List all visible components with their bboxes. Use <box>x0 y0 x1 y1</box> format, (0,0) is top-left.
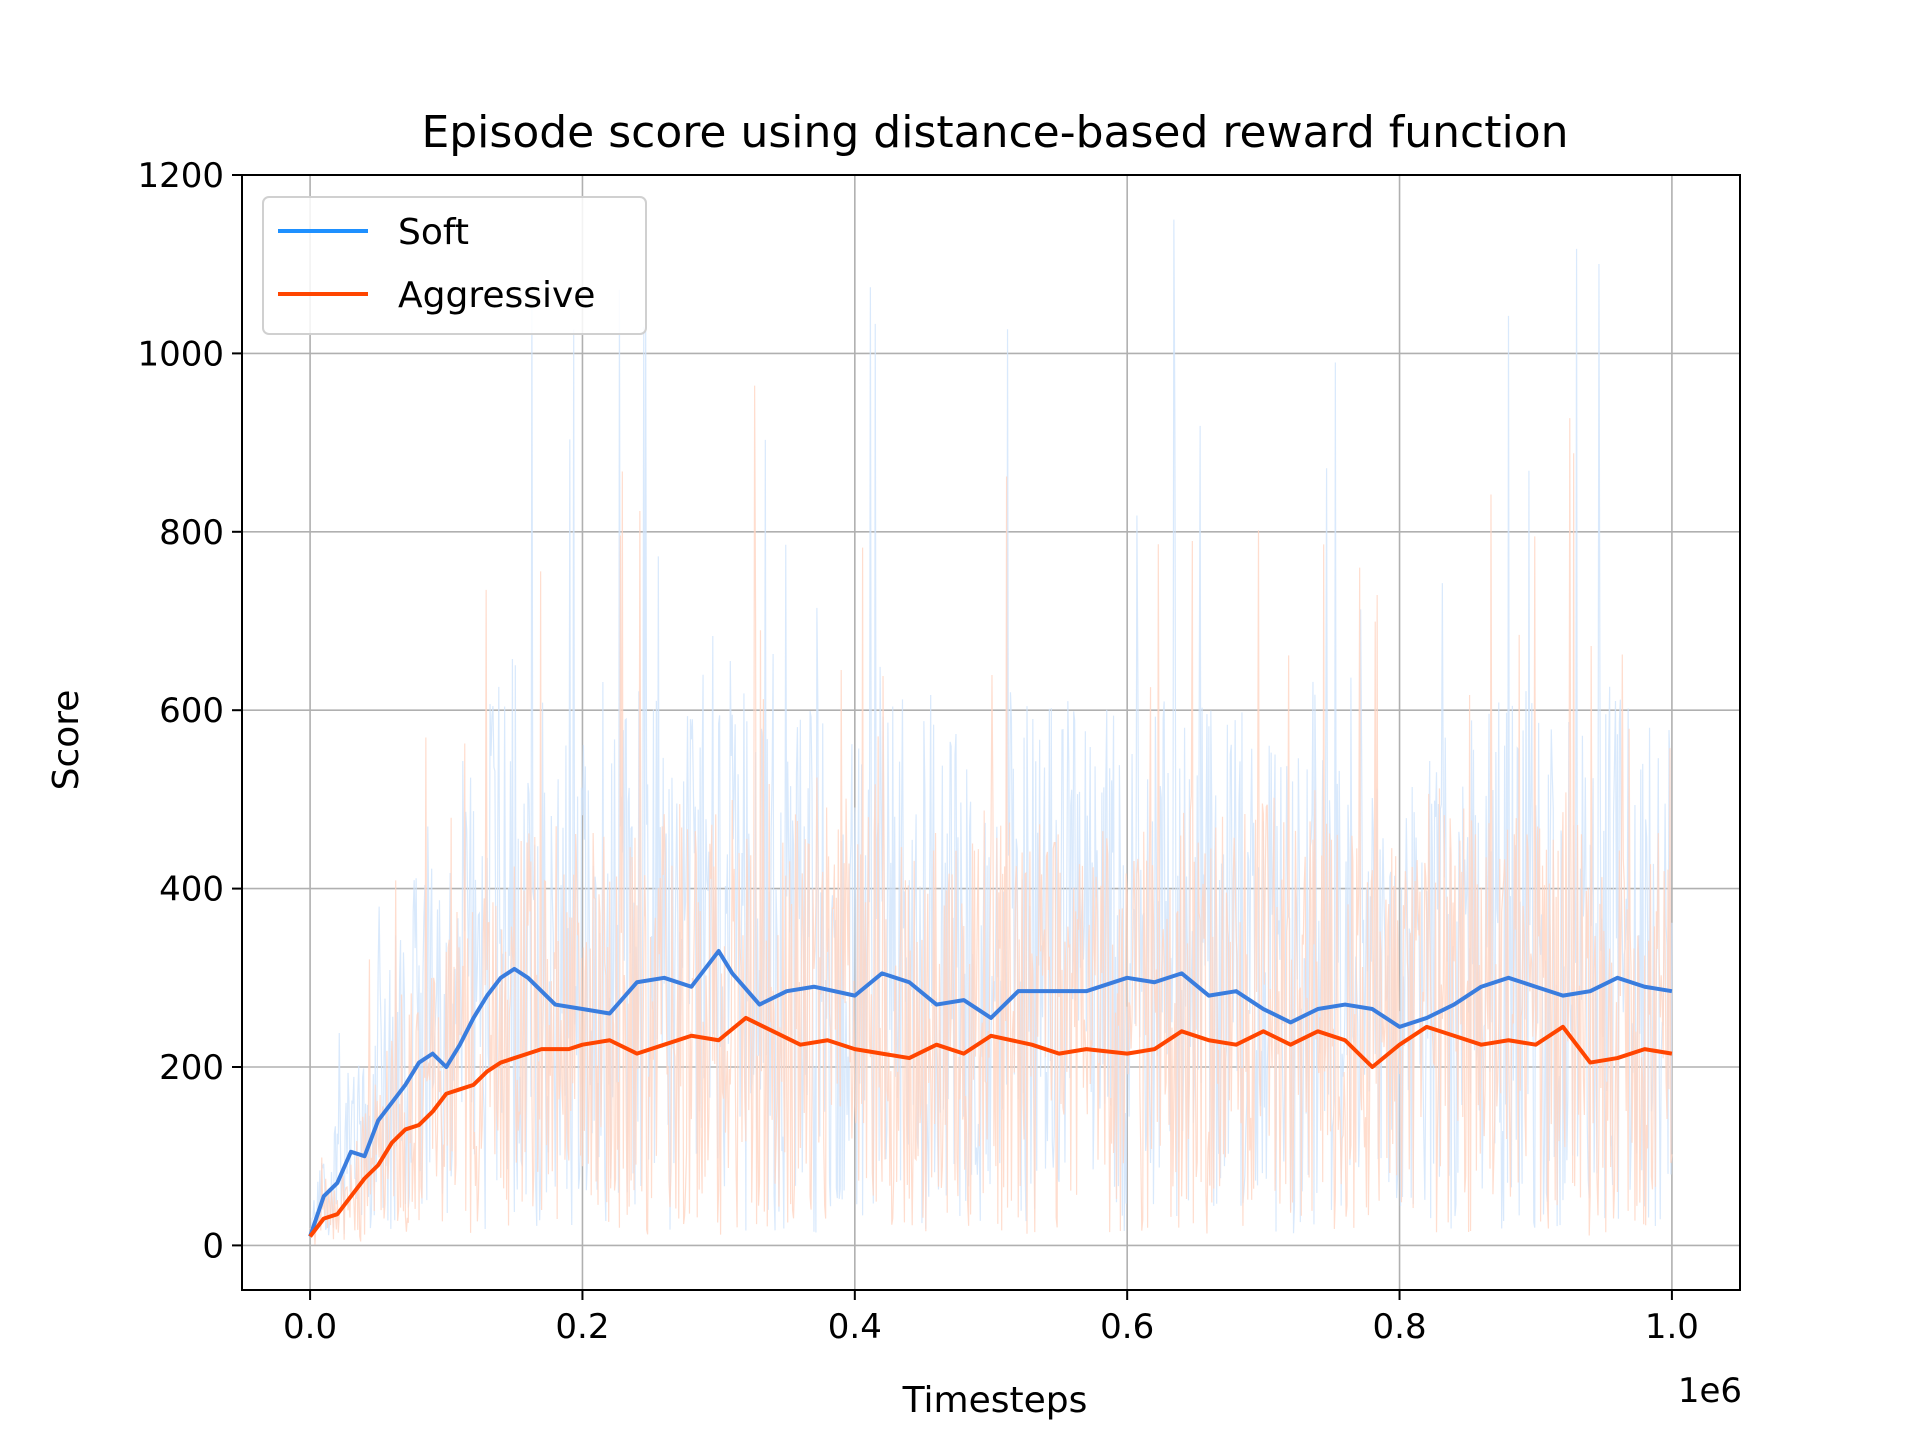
y-tick-label: 800 <box>159 513 224 553</box>
y-tick-label: 200 <box>159 1048 224 1088</box>
x-axis-offset-label: 1e6 <box>1678 1371 1742 1411</box>
axes-frame <box>241 174 1741 1291</box>
series-line-aggressive <box>308 1015 1673 1238</box>
legend-label-soft: Soft <box>398 212 469 253</box>
plot-area: 0.0 0.2 0.4 0.6 0.8 1.0 0 200 400 600 800 1000 1200 <box>137 156 1741 1347</box>
y-tick-label: 400 <box>159 870 224 910</box>
y-tick-label: 0 <box>202 1226 224 1266</box>
chart-title: Episode score using distance-based rewar… <box>421 107 1568 158</box>
y-axis-title: Score <box>46 690 87 791</box>
y-tick-label: 600 <box>159 691 224 731</box>
series-line-soft <box>308 949 1673 1238</box>
y-tick-label: 1200 <box>137 156 224 196</box>
x-tick-label: 1.0 <box>1645 1307 1699 1347</box>
x-tick-label: 0.8 <box>1373 1307 1427 1347</box>
x-tick-label: 0.4 <box>828 1307 882 1347</box>
legend: Soft Aggressive <box>262 196 647 335</box>
x-tick-label: 0.2 <box>555 1307 609 1347</box>
x-axis-title: Timesteps <box>902 1380 1088 1421</box>
legend-label-aggressive: Aggressive <box>398 275 595 316</box>
y-tick-label: 1000 <box>137 334 224 374</box>
x-tick-label: 0.0 <box>283 1307 337 1347</box>
x-tick-label: 0.6 <box>1100 1307 1154 1347</box>
